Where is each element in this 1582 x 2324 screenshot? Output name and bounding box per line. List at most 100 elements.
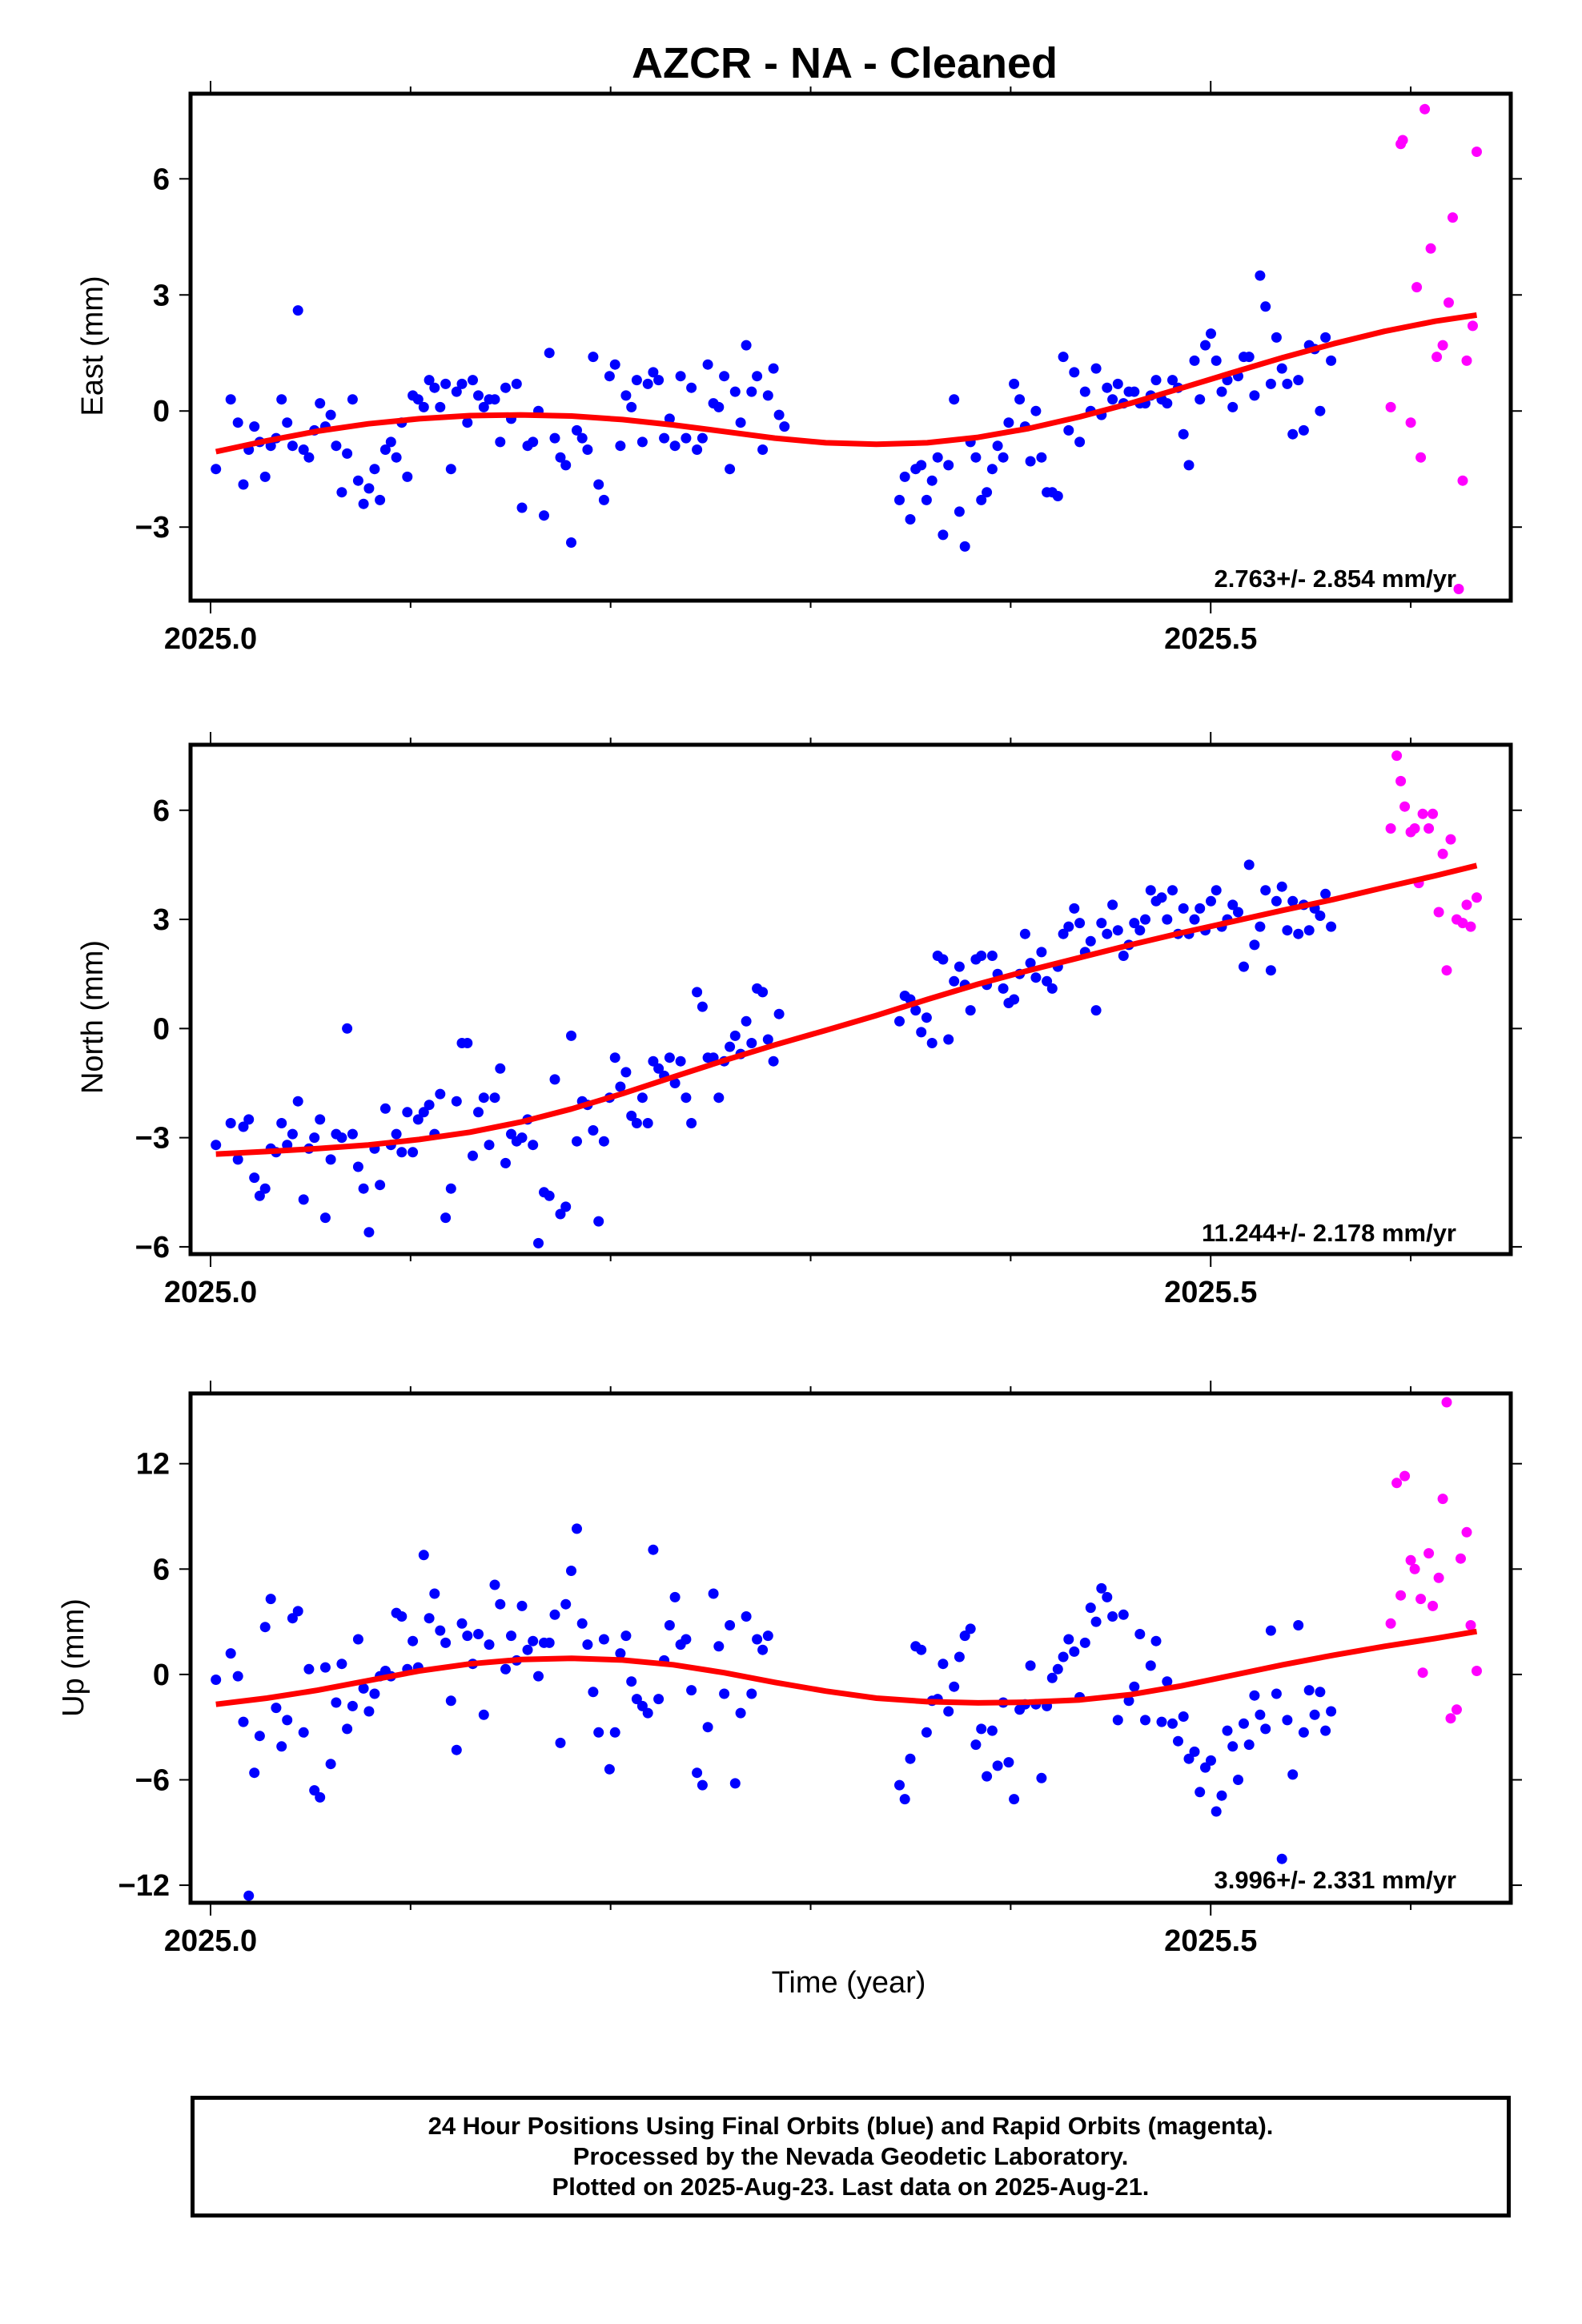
- east-final-point: [899, 471, 910, 482]
- east-final-point: [1315, 405, 1326, 416]
- north-final-point: [342, 1023, 353, 1034]
- east-rapid-point: [1447, 212, 1458, 223]
- up-final-point: [555, 1737, 566, 1748]
- east-final-point: [566, 537, 576, 548]
- east-final-point: [1227, 401, 1239, 412]
- up-final-point: [1265, 1625, 1276, 1636]
- east-final-point: [445, 464, 456, 475]
- up-final-point: [697, 1779, 708, 1791]
- north-y-axis-label: North (mm): [76, 940, 110, 1094]
- up-y-tick-label: −6: [135, 1763, 170, 1797]
- up-final-point: [1025, 1660, 1036, 1671]
- north-rapid-point: [1395, 775, 1407, 786]
- east-final-point: [894, 494, 905, 505]
- north-final-point: [336, 1132, 347, 1144]
- north-final-point: [358, 1183, 369, 1194]
- up-final-point: [1058, 1651, 1069, 1663]
- east-rapid-point: [1385, 401, 1396, 412]
- east-rapid-point: [1472, 147, 1482, 157]
- north-final-point: [697, 1001, 708, 1012]
- north-final-point: [976, 951, 987, 961]
- up-final-point: [396, 1611, 408, 1622]
- up-final-point: [1260, 1723, 1271, 1735]
- east-final-point: [1090, 363, 1102, 374]
- east-final-point: [282, 417, 293, 428]
- north-final-point: [588, 1125, 599, 1136]
- north-final-point: [560, 1201, 572, 1212]
- east-final-point: [211, 464, 222, 475]
- up-final-point: [686, 1685, 697, 1696]
- north-final-point: [544, 1190, 555, 1201]
- east-final-point: [363, 483, 375, 494]
- north-final-point: [211, 1140, 222, 1151]
- east-y-axis-label: East (mm): [76, 275, 110, 416]
- east-final-point: [905, 514, 916, 525]
- east-final-point: [1243, 352, 1255, 363]
- up-final-point: [626, 1676, 637, 1687]
- north-final-point: [528, 1140, 539, 1151]
- north-final-point: [1074, 918, 1086, 929]
- up-final-point: [642, 1707, 653, 1719]
- up-final-point: [894, 1779, 905, 1791]
- up-final-point: [692, 1767, 703, 1779]
- north-final-point: [681, 1092, 692, 1104]
- east-final-point: [555, 452, 566, 463]
- up-rapid-point: [1405, 1554, 1416, 1566]
- up-final-point: [648, 1544, 659, 1555]
- east-final-point: [385, 436, 396, 448]
- up-rapid-point: [1399, 1470, 1411, 1482]
- up-final-point: [254, 1731, 265, 1742]
- up-rapid-point: [1465, 1620, 1476, 1630]
- up-final-point: [358, 1683, 369, 1694]
- north-final-point: [408, 1147, 419, 1158]
- footer-line-1: 24 Hour Positions Using Final Orbits (bl…: [428, 2112, 1274, 2140]
- north-final-point: [292, 1096, 303, 1107]
- east-final-point: [620, 390, 632, 401]
- up-final-point: [965, 1623, 976, 1634]
- east-rapid-point: [1415, 452, 1427, 463]
- east-final-point: [642, 378, 653, 389]
- north-final-point: [1058, 928, 1069, 939]
- north-final-point: [259, 1183, 271, 1194]
- north-final-point: [598, 1136, 609, 1147]
- up-final-point: [528, 1635, 539, 1647]
- east-final-point: [949, 394, 960, 405]
- east-final-point: [276, 394, 287, 405]
- east-final-point: [435, 401, 446, 412]
- up-final-point: [1282, 1715, 1293, 1726]
- up-rapid-point: [1395, 1590, 1407, 1601]
- east-final-point: [943, 460, 954, 471]
- up-final-point: [451, 1744, 462, 1755]
- up-final-point: [921, 1727, 932, 1738]
- north-final-point: [1178, 903, 1189, 914]
- up-final-point: [976, 1723, 987, 1735]
- east-final-point: [1079, 386, 1090, 397]
- up-final-point: [1287, 1769, 1299, 1780]
- up-final-point: [669, 1591, 681, 1602]
- north-final-point: [1167, 885, 1178, 896]
- east-final-point: [576, 432, 588, 444]
- east-final-point: [544, 348, 555, 359]
- north-rapid-point: [1409, 823, 1420, 834]
- up-final-point: [1271, 1688, 1282, 1699]
- up-final-point: [1173, 1735, 1183, 1747]
- east-final-point: [741, 340, 752, 351]
- up-final-point: [1140, 1715, 1150, 1726]
- east-final-point: [473, 390, 484, 401]
- up-final-point: [249, 1767, 260, 1779]
- east-final-point: [762, 390, 773, 401]
- up-final-point: [276, 1741, 287, 1752]
- up-final-point: [319, 1662, 331, 1673]
- north-final-point: [1282, 925, 1293, 936]
- panel-north: North (mm) 11.244+/- 2.178 mm/yr 2025.0 2…: [76, 732, 1522, 1309]
- north-rapid-point: [1423, 823, 1435, 834]
- north-plot-frame: [188, 742, 1513, 1256]
- up-final-point: [500, 1663, 511, 1675]
- up-rapid-point: [1391, 1478, 1403, 1489]
- up-final-point: [1227, 1741, 1239, 1752]
- up-final-point: [982, 1771, 993, 1782]
- up-final-point: [1009, 1794, 1020, 1805]
- north-final-point: [287, 1128, 298, 1140]
- up-final-point: [265, 1594, 276, 1605]
- north-final-point: [309, 1132, 320, 1144]
